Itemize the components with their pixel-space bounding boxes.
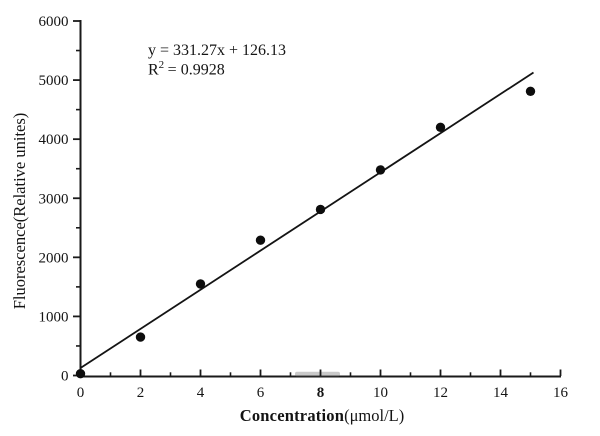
y-tick-label: 0 — [61, 369, 69, 385]
y-axis-title: Fluorescence(Relative unites) — [10, 113, 29, 310]
data-point — [195, 279, 206, 289]
x-tick-label: 0 — [77, 385, 85, 401]
x-tick-label: 2 — [137, 385, 145, 401]
x-tick-label: 10 — [373, 385, 388, 401]
data-point — [75, 369, 86, 379]
data-point — [525, 86, 536, 97]
x-tick-label: 4 — [197, 385, 205, 401]
data-point — [255, 235, 266, 245]
regression-line — [80, 71, 534, 369]
data-points — [75, 86, 536, 379]
y-tick-label: 5000 — [39, 73, 69, 89]
data-point — [135, 332, 146, 342]
x-axis-title-word: Concentration — [240, 406, 344, 425]
fit-line — [80, 71, 534, 369]
y-tick-label: 4000 — [39, 132, 69, 148]
axis-ticks — [73, 20, 562, 377]
y-tick-label: 1000 — [39, 309, 69, 325]
r-squared-base: R — [148, 62, 159, 79]
r-squared-exponent: 2 — [159, 59, 165, 71]
x-tick-label: 16 — [553, 385, 569, 401]
x-tick-label: 14 — [493, 385, 509, 401]
axis-tick-labels: 0 2 4 6 8 10 12 14 16 0 1000 2000 3000 4000 5000 6000 — [39, 14, 569, 401]
x-tick-label: 6 — [257, 385, 265, 401]
data-point — [375, 165, 386, 175]
y-tick-label: 2000 — [39, 250, 69, 266]
data-point — [315, 204, 326, 215]
r-squared-value: = 0.9928 — [168, 62, 225, 79]
axis-smudge-artifact — [295, 371, 340, 377]
equation-annotation: y = 331.27x + 126.13 — [148, 42, 286, 59]
x-axis-title: Concentration(μmol/L) — [240, 406, 405, 425]
r-squared-annotation: R2 = 0.9928 — [148, 59, 225, 79]
y-tick-label: 6000 — [39, 14, 69, 30]
x-tick-label: 12 — [433, 385, 448, 401]
axes — [79, 20, 561, 378]
y-tick-label: 3000 — [39, 191, 69, 207]
data-point — [435, 122, 446, 133]
x-tick-label: 8 — [317, 385, 325, 401]
x-axis-title-unit: (μmol/L) — [344, 406, 404, 425]
